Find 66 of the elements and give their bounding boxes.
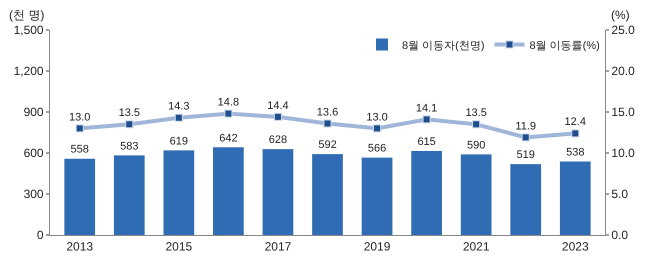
data-label: 628	[268, 134, 288, 146]
point	[373, 124, 382, 132]
bar	[460, 154, 492, 235]
point	[224, 110, 232, 118]
x-tick-label: 2013	[66, 239, 94, 254]
x-tick-label: 2019	[364, 239, 391, 254]
data-label: 13.6	[316, 106, 338, 118]
data-label: 615	[417, 136, 436, 148]
point	[522, 133, 530, 142]
y2-tick-label: 20.0	[611, 64, 636, 78]
bar	[64, 158, 96, 235]
point	[274, 112, 282, 121]
y2-tick-label: 15.0	[611, 105, 636, 120]
data-label: 11.9	[515, 120, 536, 132]
data-label: 13.0	[69, 111, 90, 124]
data-label: 590	[466, 139, 486, 152]
x-tick-label: 2021	[462, 239, 490, 254]
data-label: 13.5	[118, 107, 140, 120]
legend-label: 8월 이동률(%)	[530, 40, 600, 52]
y2-tick-label: 10.0	[611, 146, 636, 160]
point	[324, 119, 332, 128]
y-tick-label: 300	[24, 187, 44, 202]
bar	[213, 147, 244, 235]
y-axis-title: (천 명)	[9, 8, 44, 22]
data-label: 12.4	[564, 116, 586, 128]
data-label: 13.5	[465, 107, 487, 120]
data-label: 14.4	[267, 100, 289, 112]
y-tick-label: 0	[36, 228, 44, 242]
y-tick-label: 600	[24, 146, 44, 160]
data-label: 566	[368, 142, 386, 155]
data-label: 14.3	[168, 100, 190, 113]
data-label: 519	[516, 149, 535, 162]
bar	[362, 158, 392, 235]
x-tick-label: 2015	[165, 239, 193, 254]
point	[472, 120, 480, 128]
data-label: 558	[70, 144, 89, 156]
data-label: 592	[318, 139, 337, 152]
data-label: 538	[566, 146, 584, 158]
bar	[411, 150, 442, 235]
point	[76, 124, 84, 132]
y-tick-label: 900	[24, 105, 44, 120]
bar	[510, 164, 542, 235]
bar	[560, 161, 591, 235]
point	[125, 120, 134, 128]
x-tick-label: 2017	[264, 239, 292, 254]
bar	[312, 154, 343, 235]
y2-tick-label: 0.0	[611, 228, 628, 242]
legend-label: 8월 이동자(천명)	[402, 40, 484, 52]
data-label: 14.8	[218, 96, 240, 109]
y-tick-label: 1,500	[14, 23, 44, 38]
y2-tick-label: 25.0	[611, 23, 636, 38]
y2-tick-label: 5.0	[611, 187, 628, 202]
data-label: 619	[170, 135, 188, 148]
bar	[114, 155, 145, 235]
y2-axis-title: (%)	[611, 8, 630, 22]
x-tick-label: 2023	[562, 239, 589, 254]
point	[422, 115, 431, 124]
bar	[262, 149, 294, 235]
bar	[163, 150, 194, 235]
data-label: 583	[120, 140, 138, 152]
y-tick-label: 1,200	[14, 64, 44, 78]
point	[571, 129, 580, 138]
data-label: 642	[219, 132, 238, 144]
point	[174, 114, 183, 122]
data-label: 13.0	[366, 111, 388, 124]
data-label: 14.1	[416, 102, 438, 114]
